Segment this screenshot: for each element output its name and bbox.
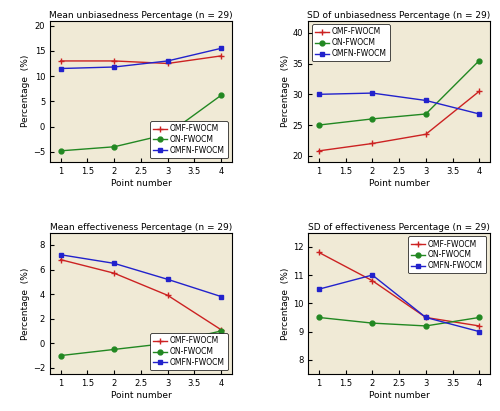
OMFN-FWOCM bbox=[316, 287, 322, 292]
ON-FWOCM bbox=[58, 353, 64, 358]
Title: SD of effectiveness Percentage (n = 29): SD of effectiveness Percentage (n = 29) bbox=[308, 223, 490, 232]
Line: OMFN-FWOCM: OMFN-FWOCM bbox=[316, 272, 482, 334]
Y-axis label: Percentage  (%): Percentage (%) bbox=[281, 55, 290, 127]
Legend: OMF-FWOCM, ON-FWOCM, OMFN-FWOCM: OMF-FWOCM, ON-FWOCM, OMFN-FWOCM bbox=[408, 236, 486, 273]
Legend: OMF-FWOCM, ON-FWOCM, OMFN-FWOCM: OMF-FWOCM, ON-FWOCM, OMFN-FWOCM bbox=[150, 333, 228, 370]
ON-FWOCM bbox=[111, 347, 117, 352]
ON-FWOCM bbox=[370, 116, 376, 121]
OMFN-FWOCM bbox=[423, 98, 429, 103]
Line: OMF-FWOCM: OMF-FWOCM bbox=[316, 88, 483, 155]
Line: OMFN-FWOCM: OMFN-FWOCM bbox=[58, 252, 224, 299]
OMF-FWOCM bbox=[218, 327, 224, 332]
OMF-FWOCM bbox=[423, 132, 429, 137]
Legend: OMF-FWOCM, ON-FWOCM, OMFN-FWOCM: OMF-FWOCM, ON-FWOCM, OMFN-FWOCM bbox=[312, 24, 390, 61]
Title: Mean effectiveness Percentage (n = 29): Mean effectiveness Percentage (n = 29) bbox=[50, 223, 232, 232]
ON-FWOCM bbox=[164, 341, 170, 346]
Y-axis label: Percentage  (%): Percentage (%) bbox=[21, 55, 30, 127]
Line: OMF-FWOCM: OMF-FWOCM bbox=[57, 256, 224, 333]
OMFN-FWOCM bbox=[218, 46, 224, 51]
ON-FWOCM bbox=[316, 122, 322, 127]
X-axis label: Point number: Point number bbox=[368, 178, 430, 187]
ON-FWOCM bbox=[476, 58, 482, 63]
OMFN-FWOCM bbox=[111, 65, 117, 69]
ON-FWOCM bbox=[164, 132, 170, 136]
Line: ON-FWOCM: ON-FWOCM bbox=[58, 93, 224, 153]
X-axis label: Point number: Point number bbox=[110, 178, 172, 187]
Line: OMF-FWOCM: OMF-FWOCM bbox=[316, 249, 483, 329]
ON-FWOCM bbox=[111, 144, 117, 149]
OMF-FWOCM bbox=[164, 61, 170, 66]
Title: SD of unbiasedness Percentage (n = 29): SD of unbiasedness Percentage (n = 29) bbox=[308, 11, 490, 20]
OMFN-FWOCM bbox=[370, 272, 376, 277]
OMF-FWOCM bbox=[316, 148, 322, 153]
Line: ON-FWOCM: ON-FWOCM bbox=[58, 328, 224, 358]
ON-FWOCM bbox=[370, 321, 376, 326]
Line: ON-FWOCM: ON-FWOCM bbox=[316, 58, 482, 127]
X-axis label: Point number: Point number bbox=[110, 390, 172, 399]
OMF-FWOCM bbox=[423, 315, 429, 320]
Line: OMF-FWOCM: OMF-FWOCM bbox=[57, 53, 224, 67]
Line: ON-FWOCM: ON-FWOCM bbox=[316, 315, 482, 328]
OMFN-FWOCM bbox=[111, 261, 117, 266]
ON-FWOCM bbox=[423, 111, 429, 116]
Legend: OMF-FWOCM, ON-FWOCM, OMFN-FWOCM: OMF-FWOCM, ON-FWOCM, OMFN-FWOCM bbox=[150, 121, 228, 158]
OMF-FWOCM bbox=[476, 323, 482, 328]
OMFN-FWOCM bbox=[58, 252, 64, 257]
OMFN-FWOCM bbox=[218, 294, 224, 299]
OMFN-FWOCM bbox=[476, 111, 482, 116]
OMFN-FWOCM bbox=[423, 315, 429, 320]
Line: OMFN-FWOCM: OMFN-FWOCM bbox=[58, 46, 224, 71]
OMFN-FWOCM bbox=[316, 92, 322, 97]
ON-FWOCM bbox=[316, 315, 322, 320]
OMF-FWOCM bbox=[370, 278, 376, 283]
OMF-FWOCM bbox=[218, 53, 224, 58]
ON-FWOCM bbox=[218, 93, 224, 98]
OMF-FWOCM bbox=[316, 250, 322, 255]
OMFN-FWOCM bbox=[164, 277, 170, 282]
ON-FWOCM bbox=[58, 148, 64, 153]
ON-FWOCM bbox=[423, 323, 429, 328]
OMF-FWOCM bbox=[58, 58, 64, 63]
OMF-FWOCM bbox=[164, 293, 170, 298]
OMFN-FWOCM bbox=[370, 90, 376, 95]
OMFN-FWOCM bbox=[58, 66, 64, 71]
Line: OMFN-FWOCM: OMFN-FWOCM bbox=[316, 91, 482, 116]
ON-FWOCM bbox=[218, 328, 224, 333]
Title: Mean unbiasedness Percentage (n = 29): Mean unbiasedness Percentage (n = 29) bbox=[49, 11, 232, 20]
OMF-FWOCM bbox=[370, 141, 376, 146]
Y-axis label: Percentage  (%): Percentage (%) bbox=[281, 267, 290, 339]
Y-axis label: Percentage  (%): Percentage (%) bbox=[21, 267, 30, 339]
OMF-FWOCM bbox=[111, 58, 117, 63]
OMF-FWOCM bbox=[111, 271, 117, 276]
OMF-FWOCM bbox=[476, 89, 482, 94]
OMFN-FWOCM bbox=[476, 329, 482, 334]
ON-FWOCM bbox=[476, 315, 482, 320]
OMF-FWOCM bbox=[58, 257, 64, 262]
X-axis label: Point number: Point number bbox=[368, 390, 430, 399]
OMFN-FWOCM bbox=[164, 58, 170, 63]
